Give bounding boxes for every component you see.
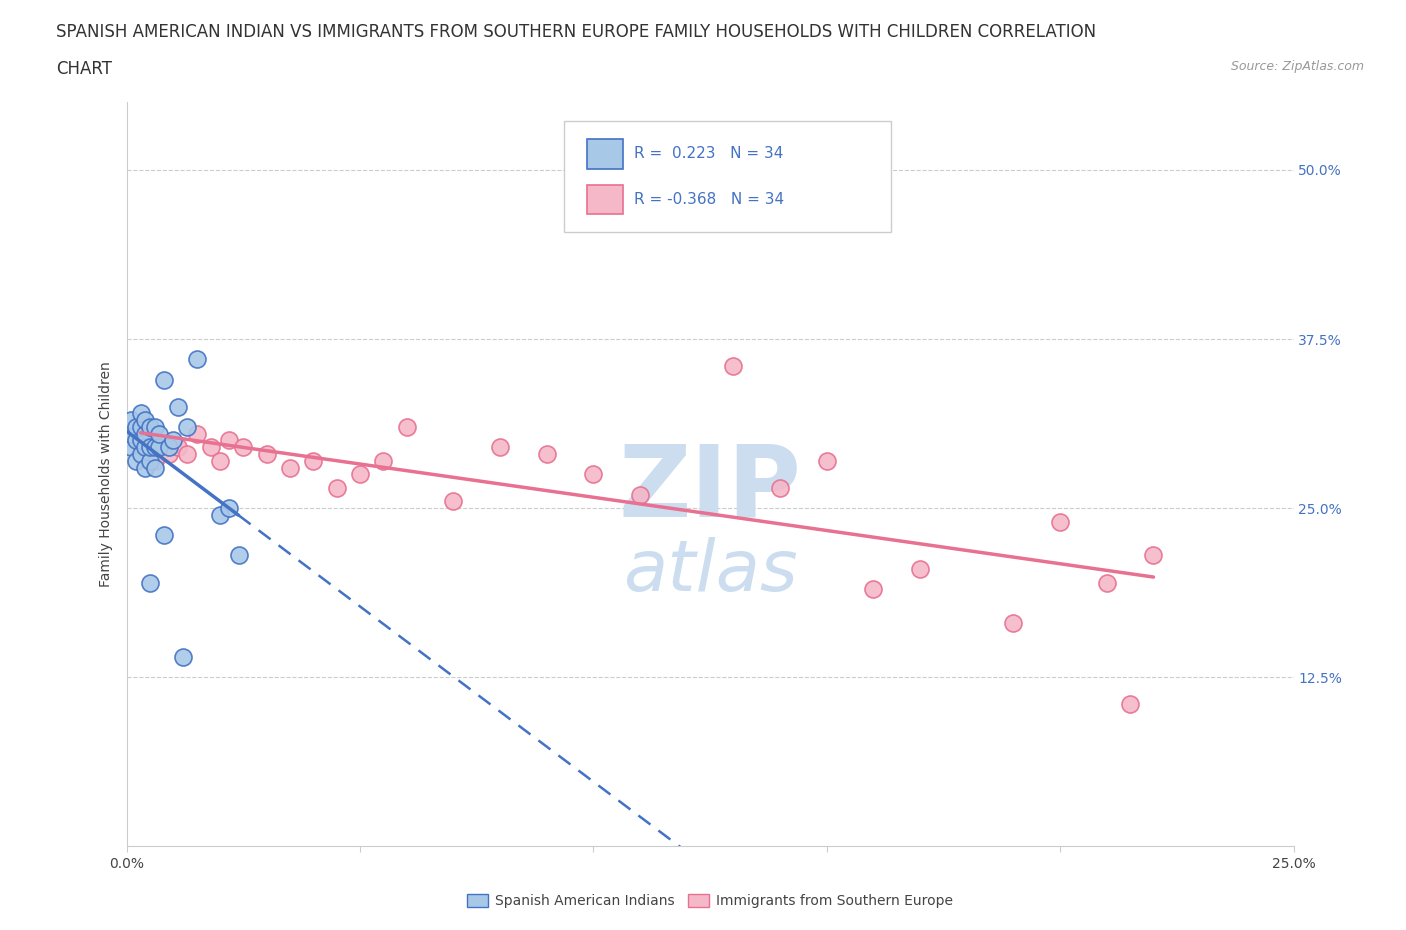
Text: R = -0.368   N = 34: R = -0.368 N = 34 (634, 193, 785, 207)
Point (208, 508, 231, 523)
Point (186, 352, 208, 366)
Point (143, 460, 166, 475)
Text: Source: ZipAtlas.com: Source: ZipAtlas.com (1230, 60, 1364, 73)
Point (167, 440, 190, 455)
Point (120, 440, 142, 455)
Text: atlas: atlas (623, 537, 797, 605)
Point (134, 440, 156, 455)
Point (232, 440, 254, 455)
Point (167, 399, 190, 414)
Point (172, 649, 194, 664)
Point (908, 562, 931, 577)
Point (153, 527, 176, 542)
Bar (588, 139, 623, 168)
Point (143, 419, 166, 434)
Point (1142, 548, 1164, 563)
Point (186, 426, 208, 441)
Text: CHART: CHART (56, 60, 112, 78)
Point (441, 494, 464, 509)
Point (176, 446, 198, 461)
Point (143, 453, 166, 468)
Point (218, 433, 240, 448)
Point (139, 440, 162, 455)
Point (139, 453, 162, 468)
Point (349, 467, 371, 482)
Point (395, 419, 418, 434)
Legend: Spanish American Indians, Immigrants from Southern Europe: Spanish American Indians, Immigrants fro… (461, 889, 959, 914)
Point (582, 467, 605, 482)
Point (278, 460, 301, 475)
Point (134, 413, 156, 428)
Point (723, 359, 745, 374)
Point (139, 575, 162, 590)
Point (489, 440, 512, 455)
Point (129, 406, 152, 421)
Text: R =  0.223   N = 34: R = 0.223 N = 34 (634, 146, 783, 161)
Point (1049, 514, 1071, 529)
Point (176, 419, 198, 434)
Bar (588, 185, 623, 215)
Point (120, 426, 142, 441)
Point (125, 453, 148, 468)
FancyBboxPatch shape (564, 121, 891, 232)
Point (125, 419, 148, 434)
Point (162, 433, 184, 448)
Point (536, 446, 558, 461)
Point (373, 453, 395, 468)
Point (208, 453, 231, 468)
Point (862, 582, 884, 597)
Point (139, 419, 162, 434)
Point (1002, 616, 1025, 631)
Point (157, 446, 180, 461)
Point (143, 440, 166, 455)
Point (200, 440, 222, 455)
Point (148, 440, 170, 455)
Point (1095, 575, 1118, 590)
Point (129, 433, 152, 448)
Point (153, 372, 176, 387)
Point (120, 413, 142, 428)
Point (148, 426, 170, 441)
Point (125, 433, 148, 448)
Point (815, 453, 838, 468)
Y-axis label: Family Households with Children: Family Households with Children (100, 362, 114, 587)
Point (218, 500, 240, 515)
Point (139, 433, 162, 448)
Point (129, 446, 152, 461)
Text: ZIP: ZIP (619, 441, 801, 538)
Point (1119, 697, 1142, 711)
Point (134, 460, 156, 475)
Point (628, 487, 651, 502)
Point (228, 548, 250, 563)
Point (769, 481, 792, 496)
Point (157, 440, 180, 455)
Text: SPANISH AMERICAN INDIAN VS IMMIGRANTS FROM SOUTHERN EUROPE FAMILY HOUSEHOLDS WIT: SPANISH AMERICAN INDIAN VS IMMIGRANTS FR… (56, 23, 1097, 41)
Point (325, 481, 347, 496)
Point (302, 453, 325, 468)
Point (129, 440, 152, 455)
Point (134, 426, 156, 441)
Point (148, 440, 170, 455)
Point (129, 419, 152, 434)
Point (256, 446, 278, 461)
